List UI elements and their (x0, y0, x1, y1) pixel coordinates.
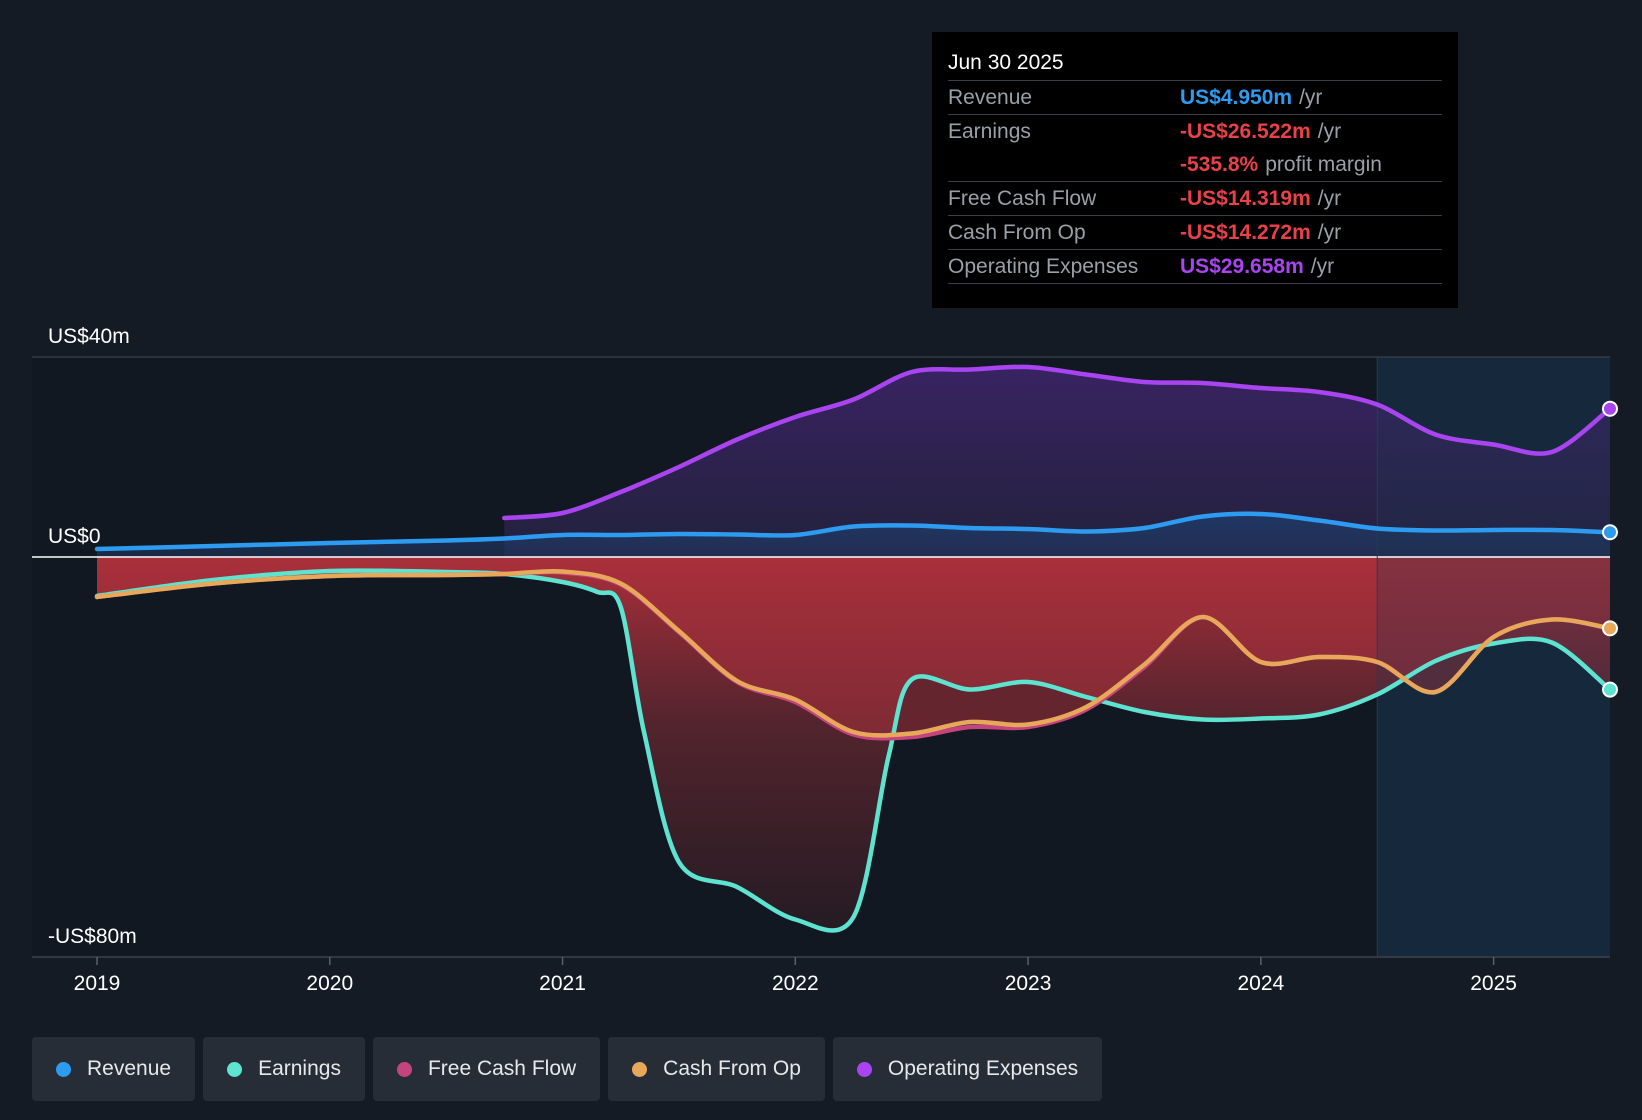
earnings-dot-icon (227, 1061, 243, 1077)
earnings-area (97, 557, 1610, 931)
tooltip-row-revenue: Revenue US$4.950m /yr (948, 81, 1442, 115)
x-tick-label: 2021 (539, 972, 586, 995)
cfo-line (94, 568, 1613, 738)
opex-end-point[interactable] (1602, 400, 1618, 417)
tooltip-value: US$29.658m (1180, 255, 1304, 278)
y-tick-label: -US$80m (48, 925, 137, 948)
tooltip-value: -US$26.522m (1180, 120, 1311, 143)
revenue-area (97, 513, 1610, 557)
y-tick-label: US$0 (48, 525, 101, 548)
legend-item-fcf[interactable]: Free Cash Flow (372, 1037, 601, 1101)
legend: Revenue Earnings Free Cash Flow Cash Fro… (32, 1037, 1110, 1101)
legend-item-earnings[interactable]: Earnings (203, 1037, 365, 1101)
tooltip-row-cfo: Cash From Op -US$14.272m /yr (948, 216, 1442, 250)
x-tick-label: 2019 (74, 972, 121, 995)
tooltip-suffix: profit margin (1265, 153, 1382, 176)
revenue-dot-icon (56, 1061, 71, 1077)
legend-item-revenue[interactable]: Revenue (32, 1037, 196, 1101)
legend-item-cfo[interactable]: Cash From Op (608, 1037, 825, 1101)
y-tick-label: US$40m (48, 325, 130, 348)
legend-item-opex[interactable]: Operating Expenses (832, 1037, 1103, 1101)
x-tick-label: 2022 (772, 972, 819, 995)
opex-line (502, 364, 1613, 521)
tooltip-label: Earnings (948, 120, 1031, 143)
fcf-dot-icon (396, 1061, 412, 1077)
tooltip-value: -US$14.272m (1180, 221, 1311, 244)
tooltip-suffix: /yr (1317, 221, 1342, 244)
opex-area (504, 366, 1610, 557)
opex-dot-icon (856, 1061, 872, 1077)
tooltip-suffix: /yr (1310, 255, 1335, 278)
tooltip-suffix: /yr (1299, 86, 1323, 109)
tooltip-row-earnings: Earnings -US$26.522m /yr (948, 115, 1442, 148)
tooltip-row-fcf: Free Cash Flow -US$14.319m /yr (948, 182, 1442, 216)
tooltip-suffix: /yr (1317, 120, 1342, 143)
x-tick-label: 2025 (1470, 972, 1517, 995)
legend-label: Revenue (87, 1057, 172, 1080)
tooltip-label: Revenue (948, 86, 1033, 109)
tooltip-suffix: /yr (1317, 187, 1342, 210)
tooltip-value: -US$14.319m (1180, 187, 1311, 210)
cfo-area (97, 557, 1610, 736)
legend-label: Cash From Op (663, 1057, 801, 1080)
legend-label: Earnings (258, 1057, 341, 1080)
tooltip-value: -535.8% (1180, 153, 1259, 176)
tooltip-label: Cash From Op (948, 221, 1086, 244)
tooltip-row-opex: Operating Expenses US$29.658m /yr (948, 250, 1442, 284)
x-tick-label: 2024 (1237, 972, 1284, 995)
tooltip-value: US$4.950m (1180, 86, 1293, 109)
tooltip-label: Free Cash Flow (948, 187, 1097, 210)
cfo-end-point[interactable] (1602, 620, 1618, 637)
cfo-dot-icon (632, 1061, 648, 1077)
earnings-end-point[interactable] (1602, 681, 1618, 698)
x-tick-label: 2020 (306, 972, 353, 995)
revenue-end-point[interactable] (1602, 524, 1618, 541)
tooltip-label: Operating Expenses (948, 255, 1139, 278)
legend-label: Operating Expenses (887, 1057, 1079, 1080)
tooltip-row-margin: -535.8% profit margin (948, 148, 1442, 182)
tooltip-date: Jun 30 2025 (948, 46, 1442, 81)
revenue-line (94, 511, 1613, 552)
tooltip-panel: Jun 30 2025 Revenue US$4.950m /yr Earnin… (932, 32, 1458, 308)
x-tick-label: 2023 (1005, 972, 1052, 995)
legend-label: Free Cash Flow (427, 1057, 577, 1080)
